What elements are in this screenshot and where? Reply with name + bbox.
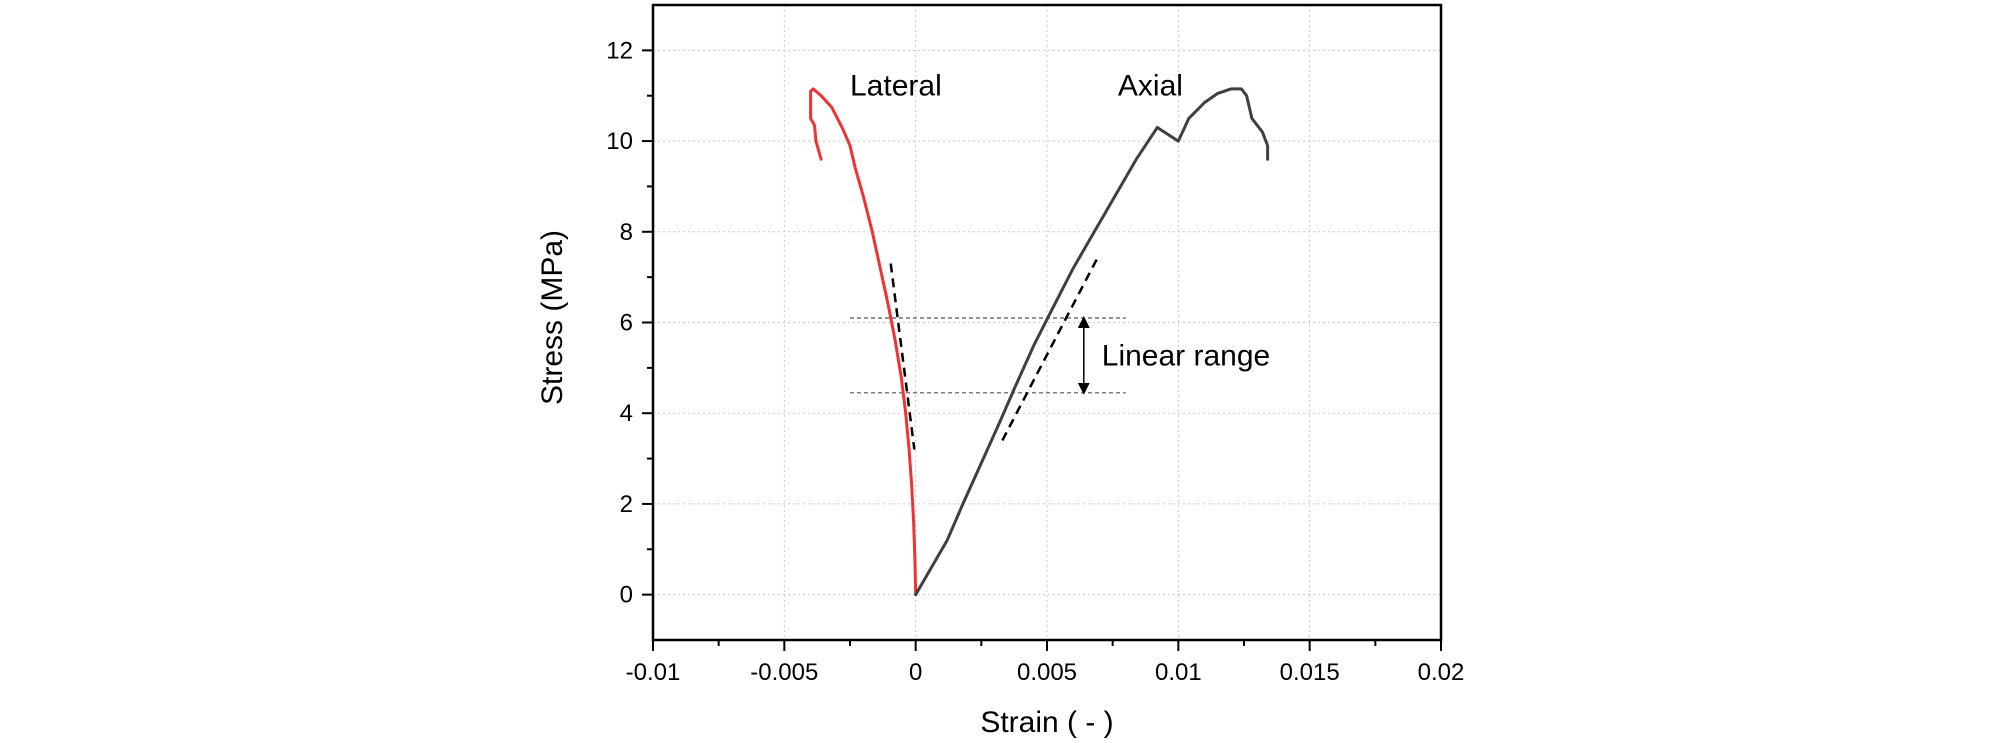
x-tick-label: 0.02 [1418, 659, 1465, 686]
series-lateral-line [809, 87, 918, 597]
y-tick-label: 2 [620, 491, 633, 518]
y-tick-label: 6 [620, 310, 633, 337]
y-axis-title: Stress (MPa) [536, 230, 569, 405]
x-tick-label: -0.01 [626, 659, 681, 686]
linear-range-guides [850, 315, 1126, 395]
x-tick-label: 0.005 [1017, 659, 1077, 686]
y-tick-label: 12 [606, 37, 633, 64]
y-tick-label: 0 [620, 582, 633, 609]
x-axis-ticks: -0.01 -0.005 0 0.005 0.01 0.015 0.02 [626, 640, 1465, 686]
lateral-label: Lateral [850, 70, 942, 103]
y-tick-label: 8 [620, 219, 633, 246]
y-axis-ticks: 0 2 4 6 8 10 12 [606, 37, 653, 609]
y-tick-label: 4 [620, 400, 633, 427]
x-tick-label: 0 [909, 659, 922, 686]
x-tick-label: 0.01 [1155, 659, 1202, 686]
axial-label: Axial [1118, 70, 1183, 103]
linear-range-label: Linear range [1102, 339, 1270, 372]
series-layer [809, 87, 1270, 597]
x-tick-label: -0.005 [750, 659, 818, 686]
y-tick-label: 10 [606, 128, 633, 155]
series-axial-line [914, 87, 1270, 597]
x-axis-title: Strain ( - ) [980, 706, 1113, 739]
grid [653, 5, 1441, 640]
lateral-linear-fit [889, 263, 916, 450]
axial-linear-fit [1001, 258, 1099, 442]
x-tick-label: 0.015 [1280, 659, 1340, 686]
fit-lines [889, 258, 1099, 450]
